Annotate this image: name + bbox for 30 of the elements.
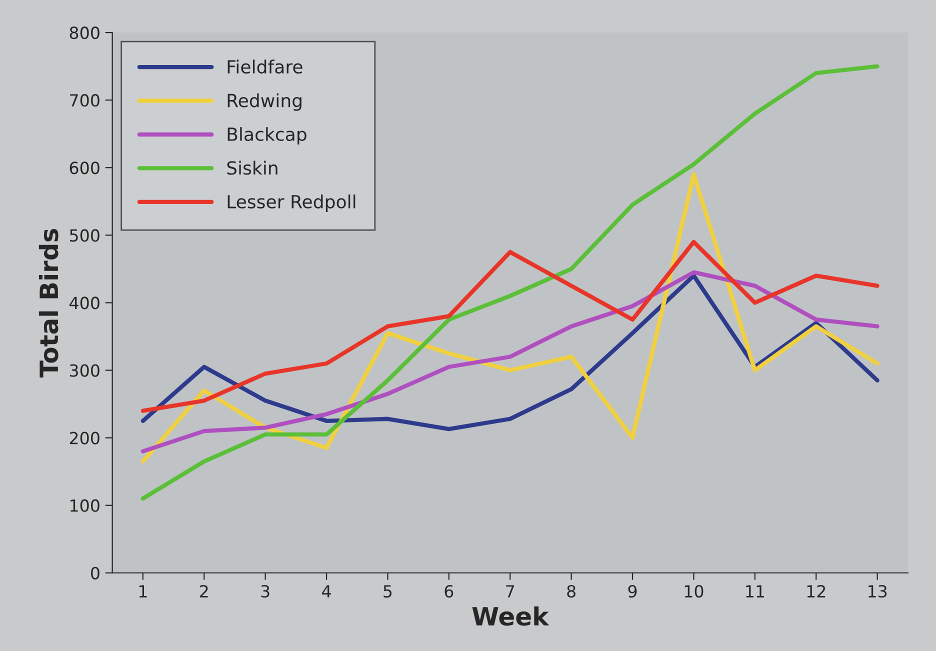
- x-tick-label: 3: [261, 584, 270, 598]
- y-tick-label: 0: [91, 566, 100, 580]
- x-tick-label: 1: [139, 585, 147, 598]
- x-tick-label: 9: [628, 584, 637, 598]
- x-tick-label: 11: [746, 585, 764, 598]
- x-axis-title: Week: [472, 606, 550, 626]
- x-tick-label: 10: [684, 584, 704, 598]
- x-tick-label: 8: [567, 584, 576, 598]
- y-tick-label: 300: [70, 364, 100, 377]
- line-series: [140, 240, 880, 413]
- x-tick-label: 6: [444, 584, 454, 598]
- y-axis-title: Total Birds: [38, 229, 58, 378]
- x-tick-label: 2: [200, 584, 208, 598]
- x-tick-label: 5: [384, 585, 392, 598]
- x-tick-label: 13: [868, 584, 887, 598]
- y-tick-label: 400: [70, 296, 100, 310]
- y-tick-label: 600: [70, 162, 100, 174]
- x-tick-label: 12: [807, 584, 826, 598]
- legend-label: Blackcap: [228, 127, 306, 145]
- y-tick-label: 200: [70, 432, 100, 444]
- y-tick-label: 500: [70, 229, 100, 242]
- x-tick-label: 4: [322, 585, 331, 598]
- y-tick-label: 100: [70, 499, 100, 512]
- legend-label: Fieldfare: [228, 60, 302, 74]
- legend-label: Siskin: [227, 160, 278, 175]
- y-tick-label: 800: [70, 26, 100, 40]
- legend-label: Redwing: [228, 93, 302, 111]
- y-tick-label: 700: [70, 94, 100, 107]
- legend-label: Lesser Redpoll: [228, 194, 356, 212]
- x-tick-label: 7: [506, 585, 514, 598]
